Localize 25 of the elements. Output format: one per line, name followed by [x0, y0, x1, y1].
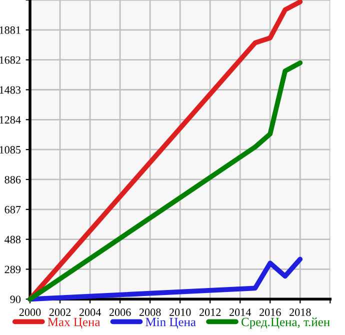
x-tick-label: 2006	[109, 308, 131, 316]
legend-label: Min Цена	[146, 318, 196, 329]
y-tick-label: 687	[4, 206, 21, 214]
x-tick-label: 2010	[169, 308, 191, 316]
legend-label: Max Цена	[48, 318, 100, 329]
x-tick-label: 2016	[260, 308, 281, 316]
y-tick-label: 886	[4, 176, 21, 184]
y-tick-label: 1284	[0, 116, 21, 124]
x-tick-label: 2000	[19, 308, 41, 316]
x-tick-label: 2018	[290, 308, 311, 316]
legend-label: Сред.Цена, т.йен	[242, 318, 330, 329]
y-tick-label: 1085	[0, 146, 21, 154]
line-series	[28, 256, 303, 302]
x-tick-label: 2014	[229, 308, 252, 316]
y-tick-label: 90	[10, 296, 21, 304]
y-tick-label: 289	[4, 266, 21, 274]
x-tick-label: 2012	[199, 308, 221, 316]
y-tick-label: 1483	[0, 86, 21, 94]
line-series	[28, 60, 303, 302]
x-tick-label: 2004	[79, 308, 101, 316]
y-tick-label: 1682	[0, 56, 20, 64]
x-tick-label: 2008	[139, 308, 161, 316]
y-tick-label: 1881	[0, 26, 20, 34]
y-tick-label: 488	[4, 236, 21, 244]
x-tick-label: 2002	[49, 308, 71, 316]
